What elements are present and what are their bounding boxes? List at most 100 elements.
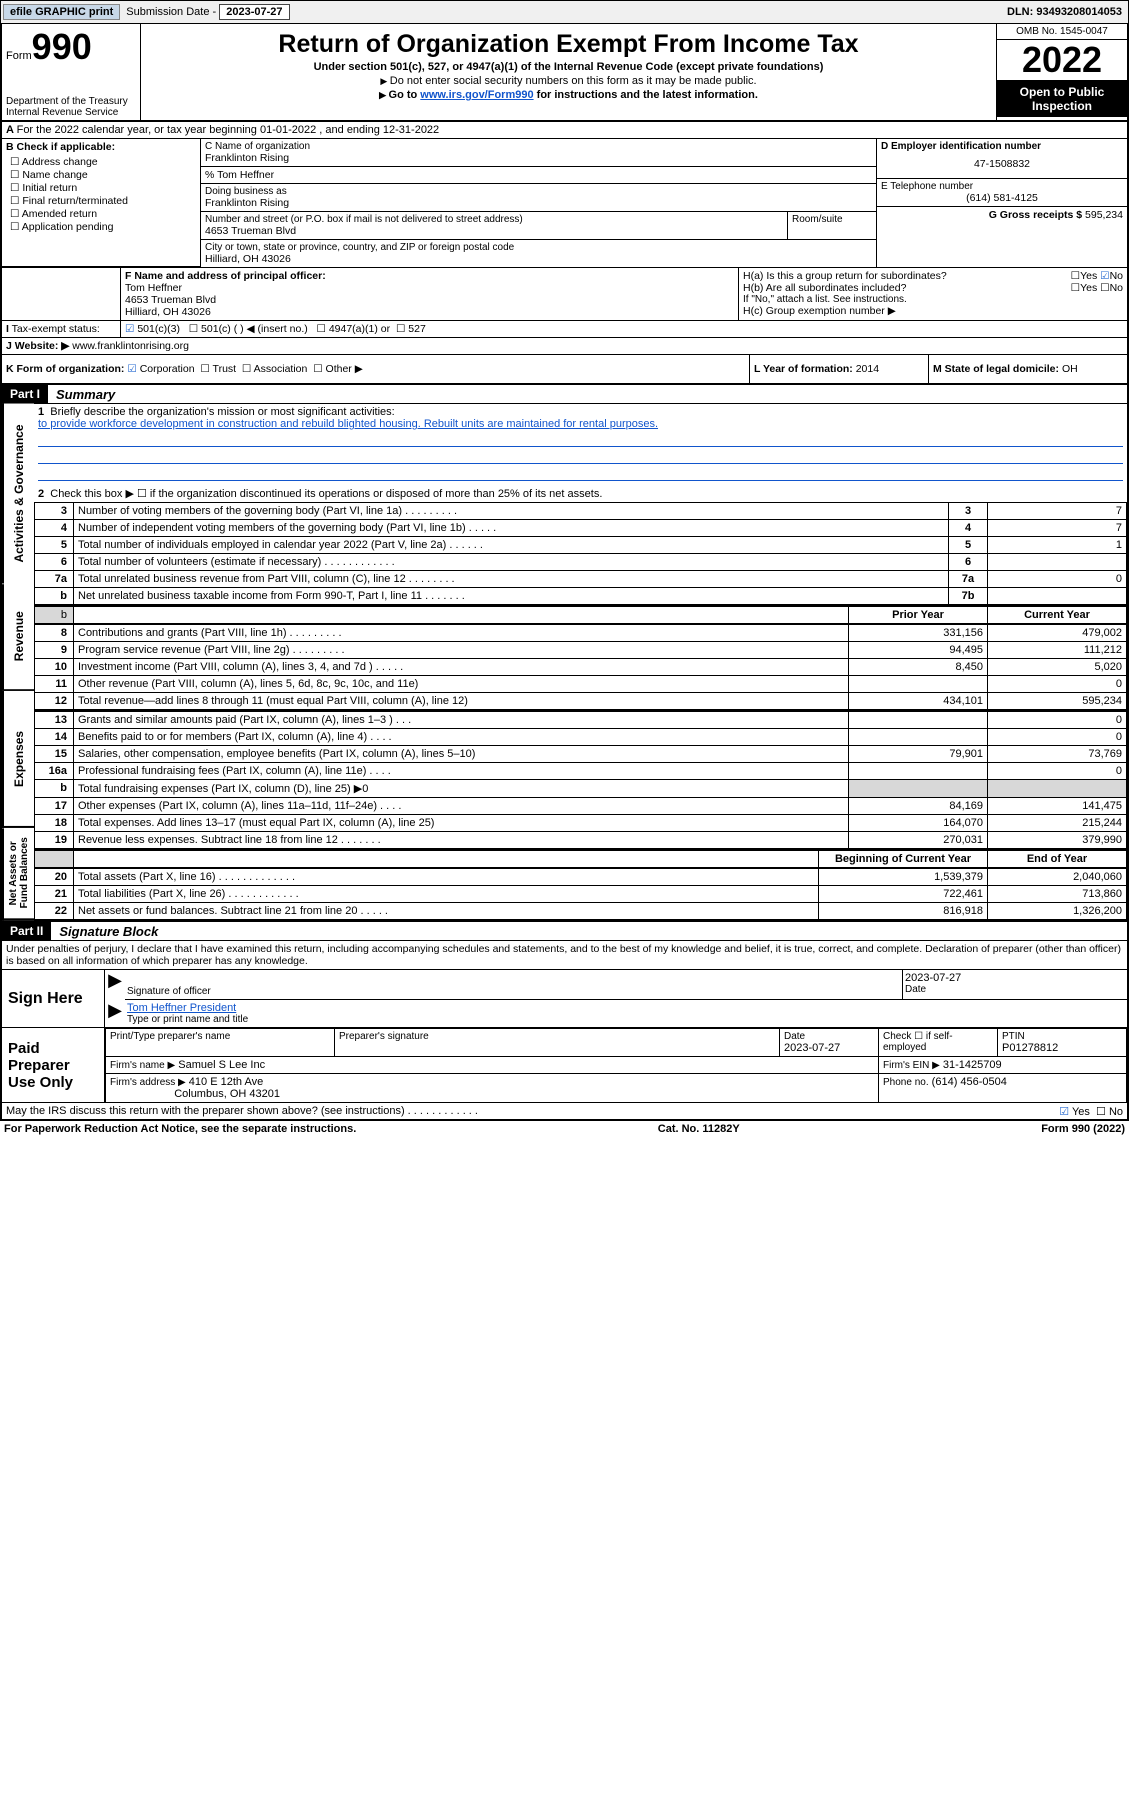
hb-no: No: [1110, 282, 1123, 294]
part1-body: Activities & Governance Revenue Expenses…: [0, 404, 1129, 922]
year-formation: 2014: [856, 363, 879, 375]
form-990: 990: [32, 26, 92, 67]
phone-value: (614) 581-4125: [881, 192, 1123, 204]
form-header: Form990 Department of the Treasury Inter…: [0, 24, 1129, 122]
submission-prefix: Submission Date -: [126, 6, 219, 18]
cat-no: Cat. No. 11282Y: [658, 1123, 740, 1135]
col-current: Current Year: [988, 606, 1127, 624]
officer-printed[interactable]: Tom Heffner President: [127, 1002, 236, 1014]
check-applicable-label: B Check if applicable:: [6, 141, 196, 153]
revenue-table: 8Contributions and grants (Part VIII, li…: [34, 624, 1127, 710]
sig-date-label: Date: [905, 984, 1125, 995]
firm-phone-label: Phone no.: [883, 1077, 929, 1088]
identity-section: B Check if applicable: Address change Na…: [0, 139, 1129, 385]
501c: 501(c) ( ) ◀ (insert no.): [201, 323, 308, 335]
sig-date: 2023-07-27: [905, 972, 1125, 984]
vlabel-revenue: Revenue: [2, 584, 34, 691]
form-title: Return of Organization Exempt From Incom…: [149, 30, 988, 59]
website-value: www.franklintonrising.org: [72, 340, 189, 352]
k-trust: Trust: [213, 363, 237, 375]
box-c: C Name of organization Franklinton Risin…: [201, 139, 877, 267]
form-org-label: K Form of organization:: [6, 363, 124, 375]
top-bar: efile GRAPHIC print Submission Date - 20…: [0, 0, 1129, 24]
submission-date: 2023-07-27: [219, 4, 289, 20]
part1-header-row: Part I Summary: [0, 385, 1129, 404]
ptin-value: P01278812: [1002, 1042, 1122, 1054]
blank3: [38, 466, 1123, 481]
sig-officer-label: Signature of officer: [127, 986, 900, 997]
ssn-warning: Do not enter social security numbers on …: [149, 75, 988, 87]
phone-label: E Telephone number: [881, 181, 1123, 192]
part1-badge: Part I: [2, 385, 48, 403]
line2-text: Check this box ▶ ☐ if the organization d…: [50, 488, 602, 500]
chk-app-pending[interactable]: Application pending: [10, 221, 192, 233]
goto-prefix: Go to: [389, 89, 421, 101]
chk-amended[interactable]: Amended return: [10, 208, 192, 220]
paid-preparer-label: Paid Preparer Use Only: [2, 1028, 105, 1102]
org-name: Franklinton Rising: [205, 152, 872, 164]
col-end: End of Year: [988, 850, 1127, 868]
tax-exempt-label: Tax-exempt status:: [12, 323, 100, 335]
pp-date-label: Date: [784, 1031, 874, 1042]
officer-name: Tom Heffner: [125, 282, 734, 294]
netassets-header: Beginning of Current Year End of Year: [34, 849, 1127, 868]
chk-final-return[interactable]: Final return/terminated: [10, 195, 192, 207]
paperwork-notice: For Paperwork Reduction Act Notice, see …: [4, 1123, 356, 1135]
goto-suffix: for instructions and the latest informat…: [534, 89, 758, 101]
vlabel-expenses: Expenses: [2, 691, 34, 828]
irs-label: Internal Revenue Service: [6, 107, 136, 118]
ein-value: 47-1508832: [881, 152, 1123, 176]
pp-name-label: Print/Type preparer's name: [110, 1031, 330, 1042]
ha-no: No: [1110, 270, 1123, 282]
firm-ein: 31-1425709: [943, 1059, 1002, 1071]
subordinates-q: H(b) Are all subordinates included?: [743, 282, 906, 294]
tax-year: 2022: [997, 40, 1127, 81]
chk-name-change[interactable]: Name change: [10, 169, 192, 181]
box-b: B Check if applicable: Address change Na…: [2, 139, 201, 267]
chk-address-change[interactable]: Address change: [10, 156, 192, 168]
col-begin: Beginning of Current Year: [819, 850, 988, 868]
website-label: Website: ▶: [15, 340, 70, 352]
ptin-label: PTIN: [1002, 1031, 1122, 1042]
box-right: D Employer identification number 47-1508…: [877, 139, 1127, 267]
form-ref: Form 990 (2022): [1041, 1123, 1125, 1135]
penalty-text: Under penalties of perjury, I declare th…: [0, 941, 1129, 970]
discuss-row: May the IRS discuss this return with the…: [2, 1103, 1127, 1119]
501c3: 501(c)(3): [137, 323, 180, 335]
blank1: [38, 432, 1123, 447]
officer-addr2: Hilliard, OH 43026: [125, 306, 734, 318]
firm-phone: (614) 456-0504: [932, 1076, 1007, 1088]
omb-number: OMB No. 1545-0047: [997, 24, 1127, 40]
irs-link[interactable]: www.irs.gov/Form990: [420, 89, 533, 101]
hc-row: H(c) Group exemption number ▶: [743, 305, 1123, 317]
chk-initial-return[interactable]: Initial return: [10, 182, 192, 194]
k-assoc: Association: [254, 363, 308, 375]
street-address: 4653 Trueman Blvd: [205, 225, 783, 237]
form-year-block: OMB No. 1545-0047 2022 Open to Public In…: [996, 24, 1127, 120]
dba-label: Doing business as: [205, 186, 872, 197]
hb-note: If "No," attach a list. See instructions…: [743, 294, 1123, 305]
line2: 2 Check this box ▶ ☐ if the organization…: [34, 485, 1127, 502]
line1: 1 Briefly describe the organization's mi…: [34, 404, 1127, 485]
ha-yes: Yes: [1080, 270, 1097, 282]
discuss-no: No: [1109, 1106, 1123, 1118]
pp-date: 2023-07-27: [784, 1042, 874, 1054]
sig-arrow2-icon: ▶: [105, 1000, 125, 1027]
org-name-label: C Name of organization: [205, 141, 872, 152]
firm-name-label: Firm's name ▶: [110, 1060, 175, 1071]
submission-label: Submission Date - 2023-07-27: [122, 6, 293, 18]
k-corp: Corporation: [140, 363, 195, 375]
form-word: Form: [6, 50, 32, 62]
form-subtitle: Under section 501(c), 527, or 4947(a)(1)…: [149, 61, 988, 73]
form-title-block: Return of Organization Exempt From Incom…: [141, 24, 996, 120]
sig-arrow-icon: ▶: [105, 970, 125, 1000]
dept-treasury: Department of the Treasury: [6, 96, 136, 107]
firm-ein-label: Firm's EIN ▶: [883, 1060, 940, 1071]
mission-text[interactable]: to provide workforce development in cons…: [38, 418, 658, 430]
discuss-yes: Yes: [1072, 1106, 1090, 1118]
pp-sig-label: Preparer's signature: [339, 1031, 775, 1042]
firm-name: Samuel S Lee Inc: [178, 1059, 265, 1071]
blank2: [38, 449, 1123, 464]
group-return-q: H(a) Is this a group return for subordin…: [743, 270, 947, 282]
efile-button[interactable]: efile GRAPHIC print: [3, 4, 120, 20]
